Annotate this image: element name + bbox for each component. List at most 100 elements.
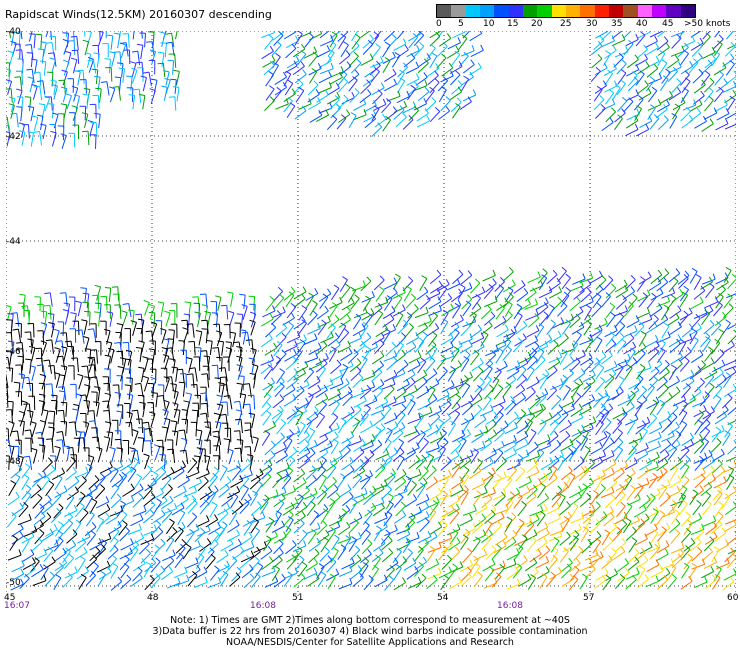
- wind-barb: [9, 422, 15, 437]
- wind-barb-flag: [681, 97, 686, 103]
- wind-barb-flag: [33, 131, 40, 133]
- wind-barb-flag: [485, 534, 492, 540]
- wind-barb: [395, 407, 407, 419]
- wind-barb: [714, 104, 728, 112]
- wind-barb-flag: [717, 489, 723, 495]
- wind-barb-flag: [652, 375, 658, 381]
- wind-barb: [526, 455, 540, 462]
- wind-barb-flag: [27, 410, 34, 413]
- wind-barb: [573, 460, 585, 471]
- wind-barb-flag: [709, 536, 715, 542]
- wind-barb-flag: [541, 274, 547, 279]
- wind-barb-flag: [64, 51, 72, 54]
- wind-barb: [600, 396, 611, 409]
- wind-barb-flag: [303, 334, 307, 341]
- wind-barb: [471, 362, 484, 372]
- wind-barb: [551, 489, 563, 501]
- wind-barb: [95, 392, 98, 407]
- wind-barb: [526, 359, 538, 371]
- wind-barb-flag: [402, 386, 407, 392]
- wind-barb-flag: [516, 312, 523, 317]
- wind-barb: [350, 409, 362, 420]
- wind-barb: [429, 31, 442, 39]
- wind-barb-flag: [657, 277, 662, 284]
- wind-barb: [206, 350, 209, 365]
- wind-barb-flag: [392, 355, 398, 362]
- wind-barb: [458, 433, 471, 443]
- wind-barb-flag: [81, 475, 87, 481]
- wind-barb: [95, 134, 97, 149]
- wind-barb: [570, 433, 582, 444]
- wind-barb: [276, 422, 286, 435]
- wind-barb: [360, 83, 372, 95]
- wind-barb: [558, 435, 571, 446]
- wind-barb: [722, 433, 731, 447]
- legend-label: 10: [483, 19, 495, 29]
- wind-barb: [702, 339, 711, 352]
- wind-barb: [253, 296, 256, 311]
- wind-barb: [580, 438, 589, 451]
- wind-barb: [119, 77, 122, 92]
- wind-barb-flag: [360, 387, 365, 394]
- wind-barb-flag: [200, 350, 207, 352]
- wind-barb: [197, 480, 209, 492]
- wind-barb: [537, 373, 550, 383]
- wind-barb: [165, 339, 170, 354]
- wind-barb-flag: [63, 302, 70, 305]
- wind-barb: [482, 379, 492, 391]
- wind-barb-flag: [543, 503, 548, 510]
- wind-barb: [109, 531, 120, 543]
- wind-barb: [273, 344, 283, 357]
- wind-barb-flag: [277, 473, 283, 478]
- wind-barb: [657, 454, 670, 464]
- wind-barb: [76, 495, 86, 508]
- wind-barb: [516, 413, 527, 425]
- wind-barb: [561, 348, 575, 355]
- wind-barb-flag: [480, 341, 485, 347]
- wind-barb-flag: [605, 50, 611, 55]
- wind-barb: [602, 434, 612, 447]
- wind-barb-flag: [346, 61, 352, 67]
- wind-barb: [571, 385, 581, 398]
- wind-barb-flag: [568, 447, 574, 453]
- wind-barb: [460, 354, 471, 366]
- wind-barb: [681, 327, 694, 338]
- wind-barb: [559, 424, 572, 433]
- wind-barb: [129, 549, 139, 562]
- wind-barb-flag: [619, 332, 625, 338]
- wind-barb: [110, 35, 114, 50]
- wind-barb-flag: [438, 405, 442, 412]
- wind-barb-flag: [182, 327, 189, 331]
- wind-barb-flag: [81, 112, 88, 115]
- wind-barb-flag: [325, 109, 330, 116]
- wind-barb-flag: [317, 384, 322, 391]
- wind-barb-flag: [500, 277, 505, 282]
- wind-barb-flag: [377, 439, 383, 446]
- wind-barb: [164, 402, 170, 416]
- wind-barb-flag: [330, 463, 337, 468]
- wind-barb: [439, 297, 452, 307]
- wind-barb: [429, 416, 441, 427]
- wind-barb: [636, 312, 650, 319]
- wind-barb: [352, 377, 364, 388]
- wind-barb-flag: [618, 52, 624, 58]
- wind-barb-flag: [282, 31, 285, 33]
- wind-barb-flag: [661, 484, 667, 489]
- wind-barb: [286, 410, 299, 420]
- wind-barb: [605, 526, 618, 537]
- wind-barb: [570, 496, 582, 506]
- wind-barb-flag: [374, 67, 380, 72]
- wind-barb-flag: [8, 96, 16, 100]
- wind-barb-flag: [270, 354, 274, 361]
- wind-barb-flag: [520, 409, 527, 414]
- wind-barb-flag: [239, 293, 246, 296]
- wind-barb-flag: [303, 405, 307, 412]
- wind-barb: [94, 488, 106, 500]
- wind-barb-flag: [543, 537, 548, 543]
- wind-barb-flag: [658, 303, 663, 309]
- wind-barb: [625, 120, 639, 129]
- wind-barb-flag: [324, 89, 329, 96]
- wind-barb-flag: [443, 475, 449, 480]
- wind-barb-flag: [236, 465, 242, 470]
- wind-barb: [723, 524, 736, 533]
